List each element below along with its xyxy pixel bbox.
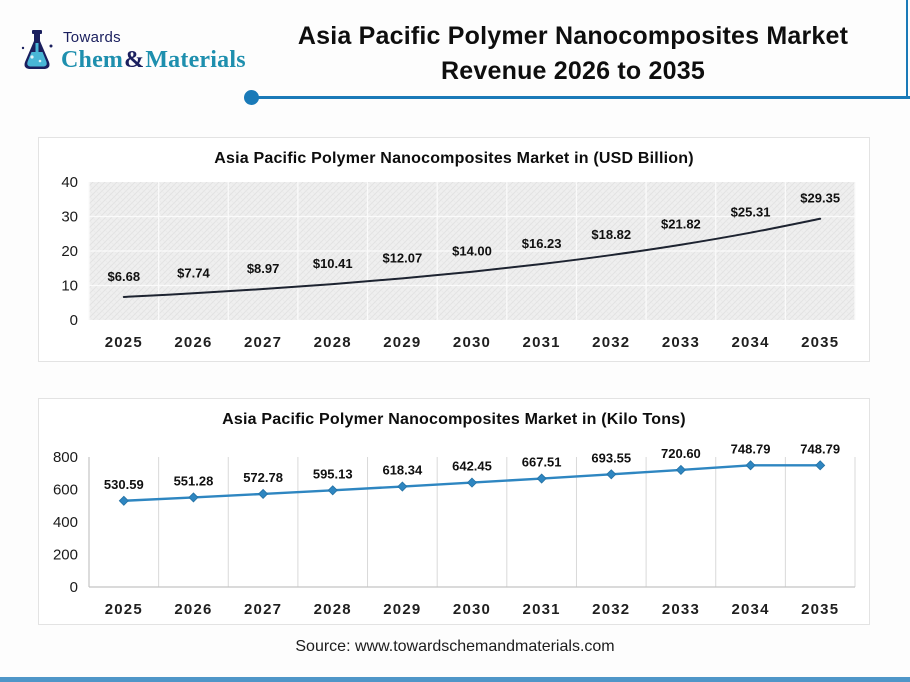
- x-tick-label: 2034: [731, 601, 769, 618]
- x-tick-label: 2031: [523, 334, 561, 351]
- right-edge-accent: [906, 0, 908, 98]
- data-label: 748.79: [800, 441, 840, 456]
- x-tick-label: 2027: [244, 334, 282, 351]
- x-tick-label: 2029: [383, 601, 421, 618]
- brand-chem-materials: Chem&Materials: [61, 48, 246, 72]
- data-label: $12.07: [382, 250, 422, 265]
- data-label: $6.68: [108, 269, 141, 284]
- brand-logo: Towards Chem&Materials: [18, 16, 246, 72]
- data-label: 618.34: [382, 463, 423, 478]
- data-label: $8.97: [247, 261, 280, 276]
- brand-chem: Chem: [61, 47, 124, 73]
- y-tick-label: 40: [61, 174, 78, 191]
- x-tick-label: 2034: [731, 334, 769, 351]
- x-tick-label: 2030: [453, 601, 491, 618]
- data-label: $14.00: [452, 244, 492, 259]
- divider-dot-icon: [244, 90, 259, 105]
- data-point-marker: [745, 460, 756, 471]
- header: Towards Chem&Materials Asia Pacific Poly…: [0, 0, 910, 96]
- data-label: 720.60: [661, 446, 701, 461]
- y-tick-label: 800: [53, 449, 78, 466]
- x-tick-label: 2027: [244, 601, 282, 618]
- data-label: $29.35: [800, 191, 840, 206]
- x-tick-label: 2030: [453, 334, 491, 351]
- bottom-accent-bar: [0, 677, 910, 682]
- data-point-marker: [327, 485, 338, 496]
- x-tick-label: 2032: [592, 601, 630, 618]
- data-label: 595.13: [313, 466, 353, 481]
- y-tick-label: 30: [61, 209, 78, 226]
- volume-chart-title: Asia Pacific Polymer Nanocomposites Mark…: [222, 411, 686, 428]
- data-label: $10.41: [313, 256, 353, 271]
- brand-towards: Towards: [63, 29, 121, 46]
- y-tick-label: 0: [70, 579, 78, 596]
- y-tick-label: 400: [53, 514, 78, 531]
- data-label: $25.31: [731, 205, 771, 220]
- data-point-marker: [675, 464, 686, 475]
- x-tick-label: 2025: [105, 601, 143, 618]
- x-tick-label: 2025: [105, 334, 143, 351]
- y-tick-label: 600: [53, 482, 78, 499]
- x-tick-label: 2035: [801, 334, 839, 351]
- x-tick-label: 2026: [174, 334, 212, 351]
- data-point-marker: [606, 469, 617, 480]
- revenue-series-line: [122, 217, 822, 298]
- revenue-chart-panel: Asia Pacific Polymer Nanocomposites Mark…: [38, 137, 870, 362]
- source-credit: Source: www.towardschemandmaterials.com: [295, 638, 615, 655]
- brand-text: Towards Chem&Materials: [61, 28, 246, 72]
- data-label: 551.28: [174, 473, 214, 488]
- divider-rule: [252, 96, 910, 99]
- brand-materials: Materials: [145, 47, 246, 73]
- data-label: $16.23: [522, 236, 562, 251]
- y-tick-label: 20: [61, 243, 78, 260]
- header-divider: [244, 89, 910, 105]
- x-tick-label: 2033: [662, 601, 700, 618]
- x-tick-label: 2031: [523, 601, 561, 618]
- brand-ampersand: &: [124, 47, 145, 73]
- x-tick-label: 2026: [174, 601, 212, 618]
- data-point-marker: [188, 492, 199, 503]
- x-tick-label: 2029: [383, 334, 421, 351]
- data-label: 572.78: [243, 470, 283, 485]
- page-title-line1: Asia Pacific Polymer Nanocomposites Mark…: [297, 22, 849, 50]
- data-point-marker: [815, 460, 826, 471]
- data-label: 642.45: [452, 459, 492, 474]
- data-point-marker: [466, 477, 478, 488]
- x-tick-label: 2028: [314, 601, 352, 618]
- data-label: 693.55: [591, 450, 631, 465]
- data-point-marker: [258, 488, 269, 499]
- x-tick-label: 2033: [662, 334, 700, 351]
- y-tick-label: 200: [53, 547, 78, 564]
- volume-chart-panel: Asia Pacific Polymer Nanocomposites Mark…: [38, 398, 870, 625]
- data-label: $21.82: [661, 217, 701, 232]
- page-title: Asia Pacific Polymer Nanocomposites Mark…: [246, 16, 900, 89]
- data-label: 530.59: [104, 477, 144, 492]
- x-tick-label: 2028: [314, 334, 352, 351]
- revenue-chart-title: Asia Pacific Polymer Nanocomposites Mark…: [214, 150, 694, 167]
- data-label: $18.82: [591, 227, 631, 242]
- y-tick-label: 0: [70, 312, 78, 329]
- x-tick-label: 2035: [801, 601, 839, 618]
- y-tick-label: 10: [61, 278, 78, 295]
- volume-line-chart: 0 200 400 600 800 2025 2026 2027 2028 2029 2030 203…: [53, 441, 856, 618]
- data-point-marker: [536, 473, 547, 484]
- page-title-line2: Revenue 2026 to 2035: [441, 57, 705, 85]
- data-label: 667.51: [522, 455, 562, 470]
- data-label: $7.74: [177, 265, 210, 280]
- data-point-marker: [118, 495, 129, 506]
- data-label: 748.79: [731, 441, 771, 456]
- flask-icon: [21, 30, 53, 69]
- x-tick-label: 2032: [592, 334, 630, 351]
- data-point-marker: [397, 481, 408, 492]
